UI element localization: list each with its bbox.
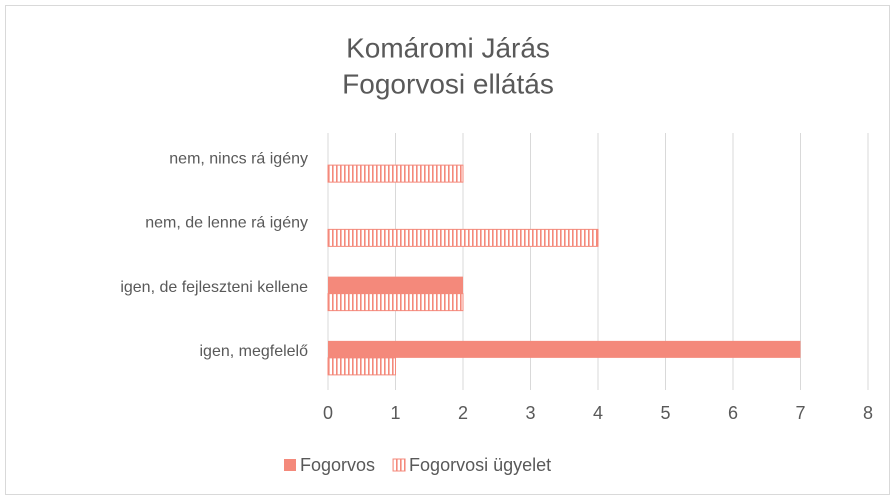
y-tick-label: igen, de fejleszteni kellene [120, 279, 308, 296]
bar [328, 276, 463, 294]
x-tick-label: 6 [728, 403, 738, 423]
x-tick-label: 3 [525, 403, 535, 423]
y-tick-label: nem, de lenne rá igény [145, 215, 308, 232]
x-tick-label: 2 [458, 403, 468, 423]
bar [327, 357, 396, 376]
bar [327, 164, 464, 183]
x-tick-label: 1 [390, 403, 400, 423]
chart-border [5, 5, 890, 495]
legend-label: Fogorvos [300, 455, 375, 475]
chart-title: Fogorvosi ellátás [342, 68, 554, 99]
x-tick-label: 8 [863, 403, 873, 423]
bar [328, 340, 801, 358]
legend-label: Fogorvosi ügyelet [409, 455, 551, 475]
y-tick-label: igen, megfelelő [199, 343, 308, 360]
chart-title: Komáromi Járás [346, 32, 550, 63]
legend-swatch [392, 458, 406, 472]
x-tick-label: 7 [795, 403, 805, 423]
x-tick-label: 4 [593, 403, 603, 423]
x-tick-label: 0 [323, 403, 333, 423]
bar [327, 228, 599, 247]
bar [327, 293, 464, 312]
y-tick-label: nem, nincs rá igény [169, 150, 308, 167]
x-tick-label: 5 [660, 403, 670, 423]
legend-swatch [284, 459, 296, 471]
